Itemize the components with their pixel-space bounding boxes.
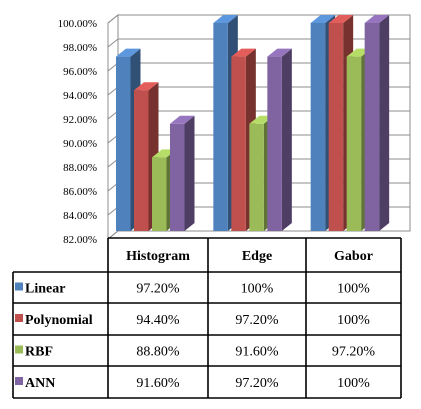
bar-top [231,48,256,57]
data-label: 88.80% [136,345,180,360]
bar [267,48,292,231]
data-label: 97.20% [136,282,180,297]
bar-top [364,15,390,23]
bar-front [152,157,167,231]
bar-top [328,15,354,23]
data-label: 100% [337,376,370,391]
legend-key [15,377,23,385]
category-label: Gabor [334,249,373,264]
y-tick-label: 98.00% [63,42,97,54]
series-name: Polynomial [25,313,93,328]
bar-front [116,56,131,231]
data-label: 97.20% [235,313,279,328]
bar-top [267,48,292,57]
data-label: 94.40% [136,313,180,328]
bar-front [231,56,246,231]
bar-front [134,90,149,231]
bar-top [116,48,141,57]
data-label: 91.60% [235,345,279,360]
legend-key [15,314,23,322]
data-label: 97.20% [235,376,279,391]
bar-front [249,123,264,231]
bar-top [134,82,159,91]
legend-key [15,345,23,354]
gridline [107,14,410,24]
y-tick-label: 96.00% [63,66,97,78]
y-tick-label: 90.00% [63,138,97,150]
bar-front [310,23,326,231]
y-tick-label: 94.00% [63,90,97,102]
data-label: 91.60% [136,376,180,391]
y-axis: 82.00% 84.00% 86.00% 88.00% 90.00% 92.00% 94.0… [58,18,97,246]
y-tick-label: 88.00% [63,162,97,174]
series-name: ANN [25,376,55,391]
bar-front [364,23,380,231]
data-table: Histogram Edge Gabor Linear 97.20% 100% 100% Po… [12,237,402,399]
bar-side [281,48,292,231]
data-label: 97.20% [332,345,376,360]
bars [116,15,390,231]
bar-front [346,56,362,231]
data-label: 100% [337,282,370,297]
bar-top [310,15,336,23]
data-label: 100% [337,313,370,328]
bar-front [267,56,282,231]
series-name: RBF [25,345,53,360]
y-tick-label: 84.00% [63,210,97,222]
bar [170,115,195,231]
y-tick-label: 100.00% [58,18,97,30]
bar-top [170,115,195,124]
series-name: Linear [25,282,65,297]
category-label: Histogram [126,249,190,264]
category-label: Edge [242,249,272,264]
y-tick-label: 86.00% [63,186,97,198]
y-tick-label: 82.00% [63,234,97,246]
bar-side [184,115,195,231]
data-label: 100% [241,282,274,297]
bar-front [170,123,185,231]
y-tick-label: 92.00% [63,114,97,126]
bar-front [328,23,344,231]
bar-side [379,15,390,231]
bar [364,15,390,231]
bar-front [213,23,228,231]
bar-top [213,15,238,23]
legend-key [15,282,23,291]
